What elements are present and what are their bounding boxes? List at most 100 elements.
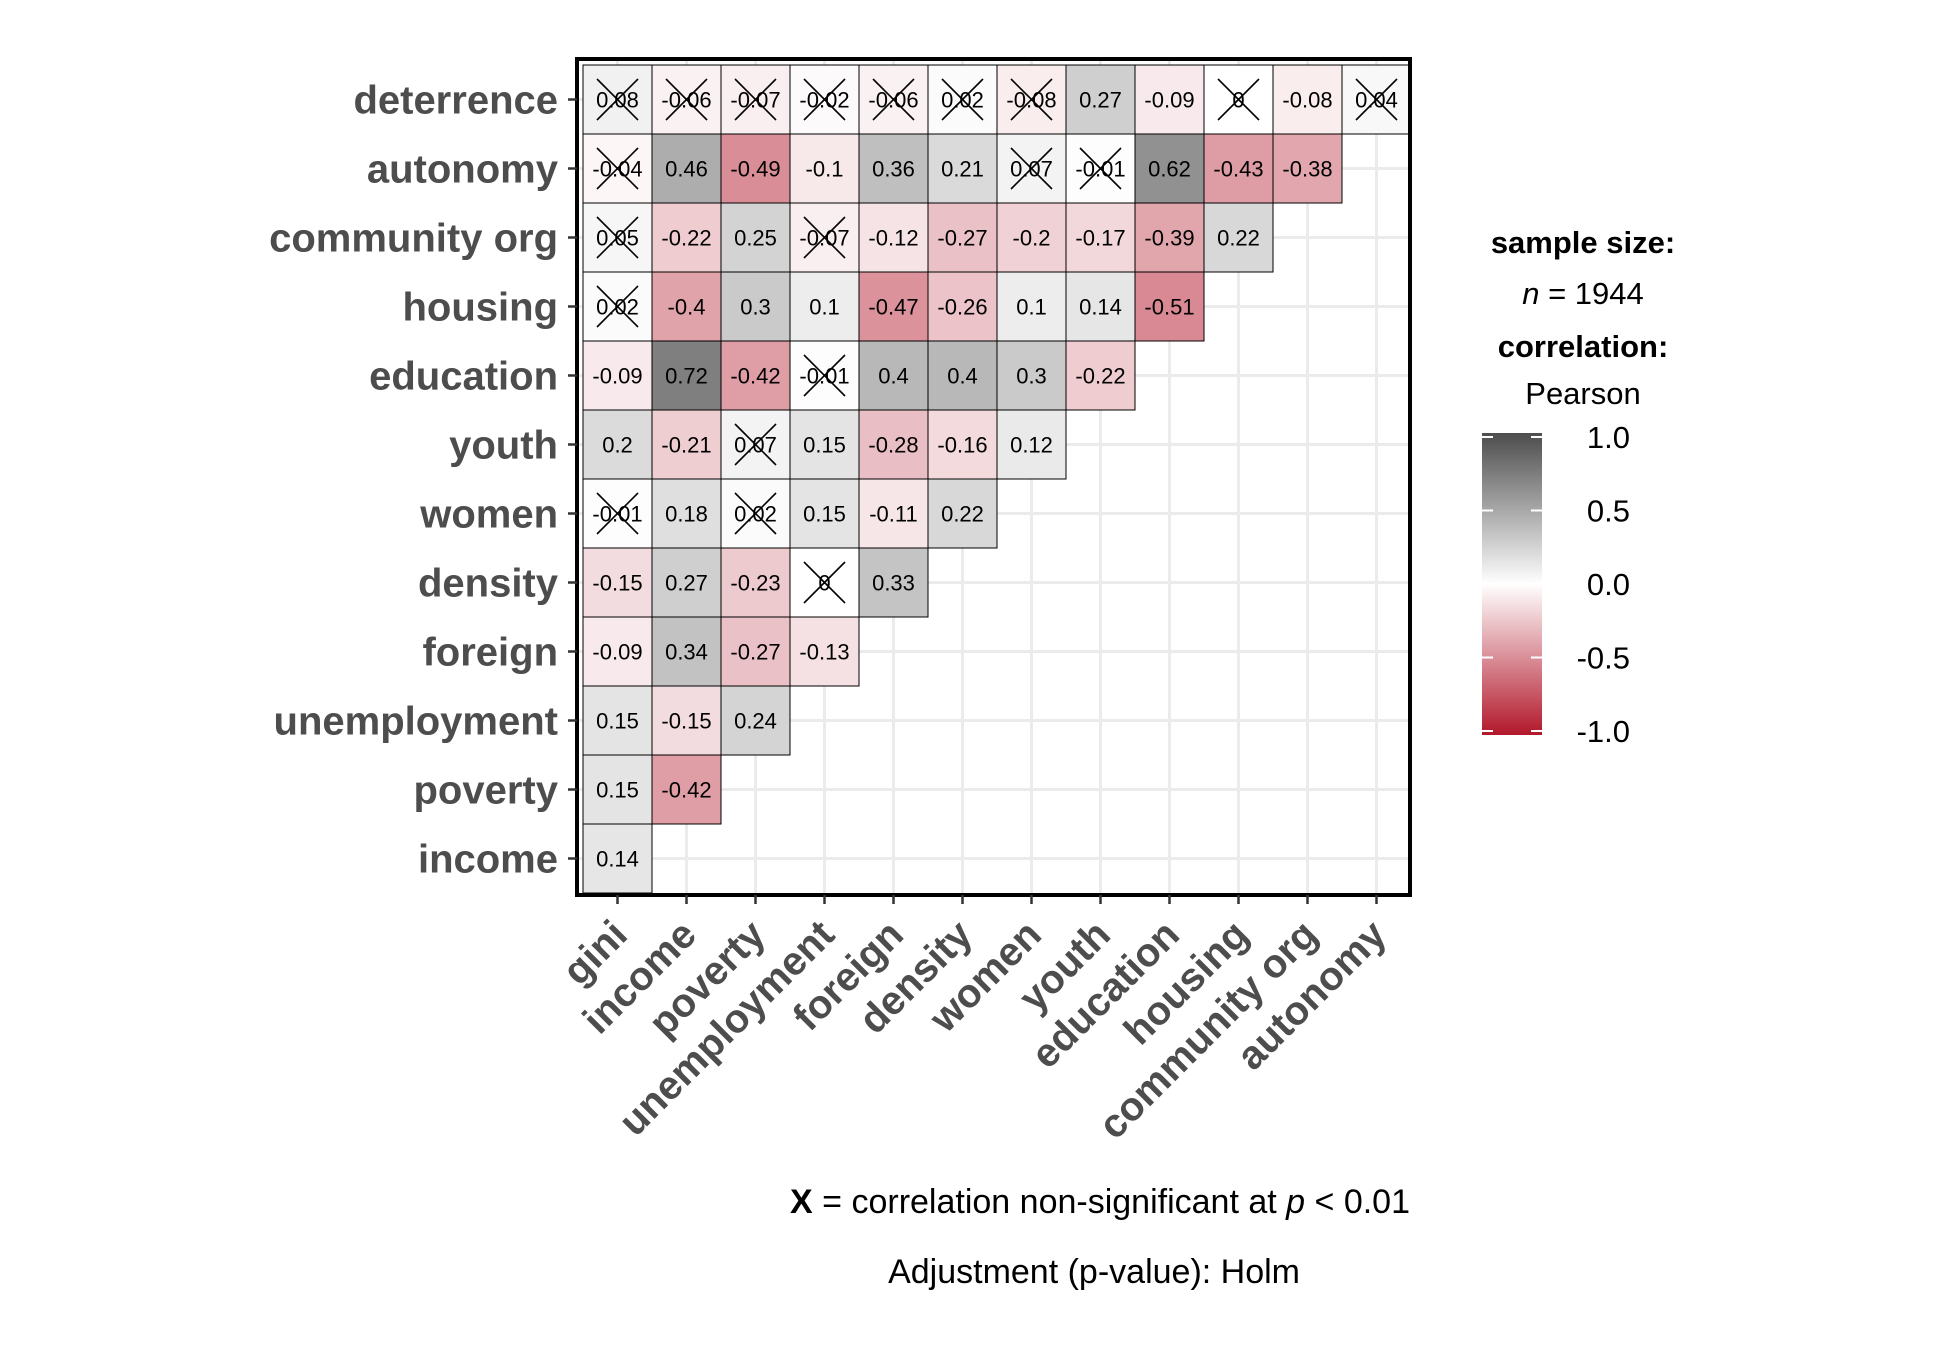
y-axis-label: poverty — [414, 769, 559, 813]
heatmap-cell: 0.02 — [720, 478, 791, 549]
heatmap-cell: -0.49 — [720, 133, 791, 204]
heatmap-cell: 0.04 — [1341, 64, 1412, 135]
heatmap-cell: -0.04 — [582, 133, 653, 204]
cell-rect — [1065, 271, 1136, 342]
heatmap-cell: -0.09 — [582, 340, 653, 411]
non-significant-cross — [803, 561, 846, 604]
y-axis-label: density — [418, 562, 559, 606]
cell-value-label: -0.22 — [661, 226, 711, 251]
cell-value-label: -0.43 — [1213, 157, 1263, 182]
cell-rect — [789, 409, 860, 480]
heatmap-cell: 0 — [789, 547, 860, 618]
cell-rect — [1134, 133, 1205, 204]
cell-value-label: 0.1 — [809, 295, 840, 320]
heatmap-cell: 0.3 — [720, 271, 791, 342]
heatmap-cell: 0.3 — [996, 340, 1067, 411]
cell-value-label: -0.16 — [937, 433, 987, 458]
cell-value-label: -0.42 — [661, 778, 711, 803]
heatmap-cell: 0.25 — [720, 202, 791, 273]
cell-rect — [582, 616, 653, 687]
cell-rect — [996, 202, 1067, 273]
non-significant-cross — [734, 423, 777, 466]
cell-rect — [996, 340, 1067, 411]
heatmap-cell: 0.21 — [927, 133, 998, 204]
cell-value-label: 0.3 — [1016, 364, 1047, 389]
heatmap-cell: -0.39 — [1134, 202, 1205, 273]
non-significant-cross — [1010, 147, 1053, 190]
heatmap-cell: 0.12 — [996, 409, 1067, 480]
cell-value-label: -0.08 — [1282, 88, 1332, 113]
heatmap-cell: -0.27 — [927, 202, 998, 273]
non-significant-cross — [596, 147, 639, 190]
heatmap-cell: -0.06 — [651, 64, 722, 135]
cell-rect — [582, 823, 653, 894]
cell-rect — [1203, 202, 1274, 273]
caption-line-1: X = correlation non-significant at p < 0… — [790, 1183, 1410, 1221]
caption-line-2: Adjustment (p-value): Holm — [888, 1253, 1300, 1291]
caption-x-symbol: X — [790, 1183, 813, 1221]
cell-value-label: -0.11 — [869, 502, 918, 527]
legend-ticks: 1.0 0.5 0.0 -0.5 -1.0 — [1482, 420, 1630, 749]
non-significant-cross — [941, 78, 984, 121]
cell-value-label: -0.1 — [806, 157, 844, 182]
cell-rect — [582, 547, 653, 618]
heatmap-cell: -0.43 — [1203, 133, 1274, 204]
heatmap-cell: 0.18 — [651, 478, 722, 549]
heatmap-cell: 0.1 — [996, 271, 1067, 342]
cell-value-label: -0.27 — [937, 226, 987, 251]
non-significant-cross — [734, 78, 777, 121]
cell-value-label: 0.33 — [872, 571, 915, 596]
cell-value-label: -0.23 — [730, 571, 780, 596]
heatmap-cell: -0.01 — [789, 340, 860, 411]
cell-value-label: -0.27 — [730, 640, 780, 665]
heatmap-cell: -0.1 — [789, 133, 860, 204]
cell-value-label: -0.09 — [1144, 88, 1194, 113]
cell-value-label: -0.22 — [1075, 364, 1125, 389]
non-significant-cross — [1355, 78, 1398, 121]
cell-value-label: -0.39 — [1144, 226, 1194, 251]
cell-rect — [582, 754, 653, 825]
cell-value-label: 0.14 — [596, 847, 639, 872]
cell-rect — [720, 685, 791, 756]
heatmap-cell: 0.34 — [651, 616, 722, 687]
cell-rect — [651, 271, 722, 342]
heatmap-cell: -0.15 — [651, 685, 722, 756]
cell-value-label: -0.47 — [868, 295, 918, 320]
heatmap-cell: 0.2 — [582, 409, 653, 480]
legend-correlation-title: correlation: — [1498, 329, 1669, 364]
cell-value-label: 0.14 — [1079, 295, 1122, 320]
cell-value-label: -0.09 — [592, 364, 642, 389]
cell-value-label: -0.15 — [592, 571, 642, 596]
cell-value-label: -0.13 — [799, 640, 849, 665]
cell-rect — [1134, 64, 1205, 135]
non-significant-cross — [1217, 78, 1260, 121]
heatmap-cell: -0.09 — [582, 616, 653, 687]
heatmap-cell: 0.36 — [858, 133, 929, 204]
heatmap-cells: 0.08-0.06-0.07-0.02-0.060.02-0.080.27-0.… — [582, 64, 1412, 894]
cell-value-label: 0.2 — [602, 433, 633, 458]
cell-rect — [651, 616, 722, 687]
heatmap-cell: -0.01 — [1065, 133, 1136, 204]
cell-rect — [651, 478, 722, 549]
heatmap-cell: 0.07 — [996, 133, 1067, 204]
cell-value-label: 0.46 — [665, 157, 708, 182]
y-axis-label: community org — [269, 217, 558, 261]
heatmap-cell: -0.08 — [996, 64, 1067, 135]
cell-rect — [720, 340, 791, 411]
caption-line-1-text-a: = correlation non-significant at — [813, 1183, 1286, 1221]
cell-rect — [858, 271, 929, 342]
heatmap-cell: 0.46 — [651, 133, 722, 204]
y-axis-label: income — [418, 838, 558, 882]
non-significant-cross — [803, 354, 846, 397]
caption: X = correlation non-significant at p < 0… — [790, 1183, 1410, 1291]
cell-value-label: -0.15 — [661, 709, 711, 734]
cell-rect — [996, 409, 1067, 480]
heatmap-cell: -0.12 — [858, 202, 929, 273]
heatmap-cell: 0.08 — [582, 64, 653, 135]
heatmap-cell: 0.4 — [927, 340, 998, 411]
cell-value-label: -0.17 — [1075, 226, 1125, 251]
cell-value-label: -0.51 — [1144, 295, 1194, 320]
cell-rect — [789, 271, 860, 342]
heatmap-cell: 0 — [1203, 64, 1274, 135]
y-axis-label: deterrence — [353, 79, 558, 123]
